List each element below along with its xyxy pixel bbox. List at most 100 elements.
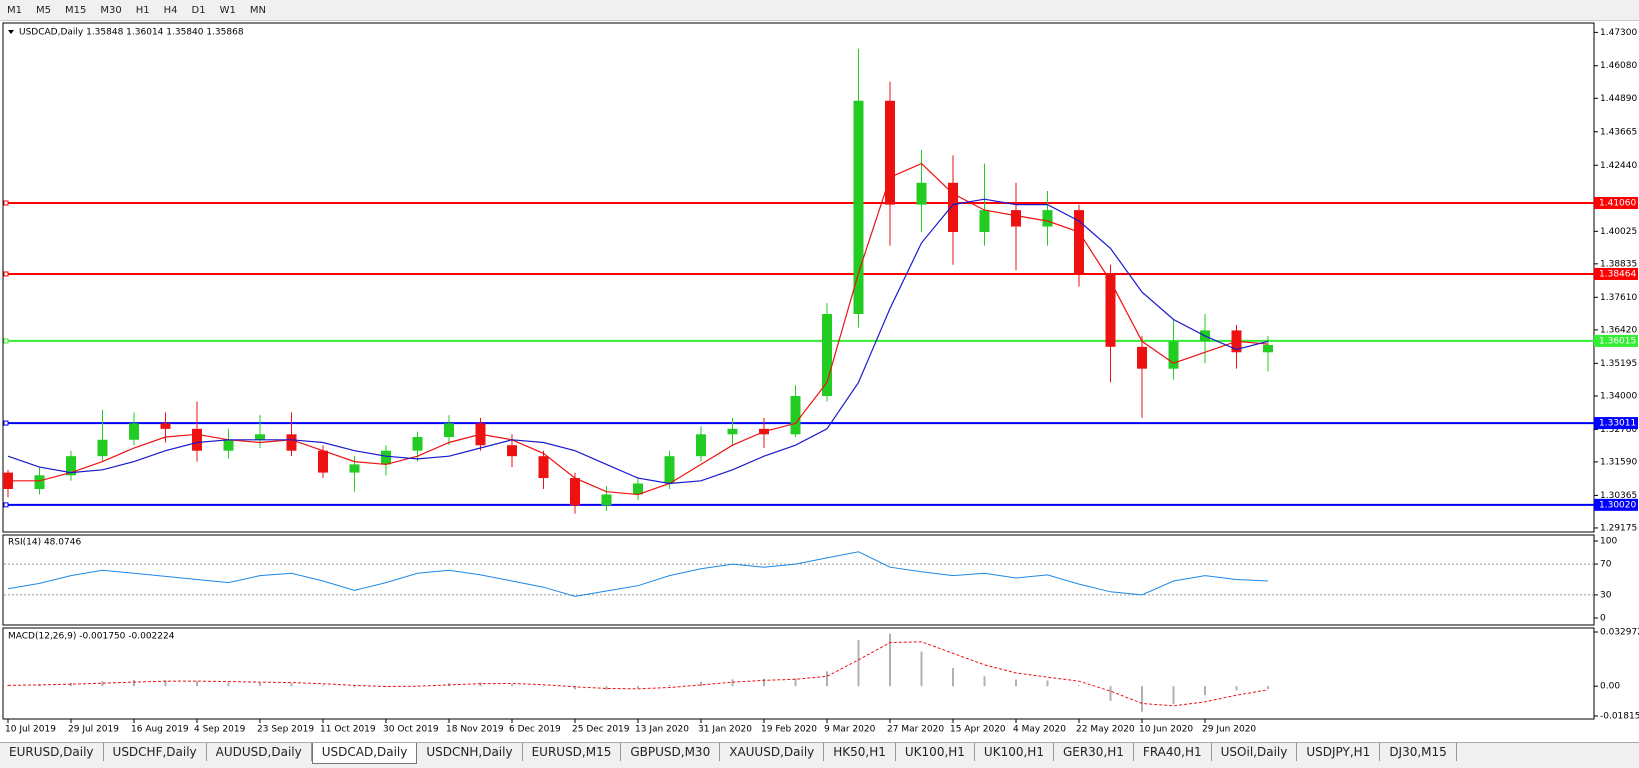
- candle-body: [1137, 346, 1147, 369]
- x-tick-label: 10 Jul 2019: [5, 725, 56, 735]
- x-tick-label: 19 Feb 2020: [761, 725, 817, 735]
- timeframe-button[interactable]: H4: [163, 4, 178, 16]
- y-tick-label: 30: [1600, 590, 1612, 600]
- chart-tab[interactable]: USDJPY,H1: [1297, 743, 1381, 761]
- macd-bar: [857, 640, 860, 687]
- candle-body: [696, 434, 706, 457]
- macd-bar: [1141, 686, 1143, 712]
- timeframe-button[interactable]: M30: [100, 4, 122, 16]
- chart-tab[interactable]: UK100,H1: [975, 743, 1054, 761]
- x-tick-label: 25 Dec 2019: [572, 725, 630, 735]
- x-tick-label: 4 May 2020: [1013, 725, 1066, 735]
- macd-bar: [920, 651, 923, 687]
- x-tick-label: 23 Sep 2019: [257, 725, 314, 735]
- chart-tab[interactable]: EURUSD,M15: [523, 743, 622, 761]
- chart-tab[interactable]: EURUSD,Daily: [0, 743, 104, 761]
- y-tick-label: 1.37610: [1600, 293, 1637, 303]
- macd-bar: [952, 668, 954, 687]
- macd-bar: [353, 686, 356, 688]
- chart-tab[interactable]: AUDUSD,Daily: [207, 743, 312, 761]
- candle-body: [1168, 341, 1179, 369]
- chart-tab[interactable]: DJ30,M15: [1380, 743, 1457, 761]
- candle-body: [916, 182, 927, 205]
- level-handle: [3, 502, 9, 508]
- y-tick-label: 1.42440: [1600, 161, 1637, 171]
- y-tick-label: 1.31590: [1600, 457, 1637, 467]
- x-tick-label: 4 Sep 2019: [194, 725, 246, 735]
- candle-body: [97, 439, 108, 457]
- level-handle: [3, 420, 9, 426]
- chart-tab[interactable]: HK50,H1: [824, 743, 896, 761]
- chart-tab[interactable]: USDCHF,Daily: [104, 743, 207, 761]
- level-handle: [3, 200, 9, 206]
- level-label-box: [1594, 334, 1638, 347]
- y-tick-label: 0.00: [1600, 682, 1620, 692]
- y-tick-label: 0.032972: [1600, 628, 1639, 638]
- candle-body: [444, 423, 454, 438]
- chart-tab[interactable]: XAUUSD,Daily: [720, 743, 825, 761]
- y-tick-label: -0.018154: [1600, 712, 1639, 722]
- x-tick-label: 29 Jun 2020: [1202, 725, 1256, 735]
- level-label-box: [1594, 498, 1638, 511]
- macd-bar: [164, 680, 167, 687]
- y-tick-label: 1.46080: [1600, 61, 1637, 71]
- timeframe-button[interactable]: M15: [65, 4, 87, 16]
- candle-body: [129, 423, 139, 440]
- timeframe-button[interactable]: W1: [219, 4, 236, 16]
- candle-body: [412, 437, 423, 451]
- candle-body: [1105, 272, 1116, 347]
- x-tick-label: 27 Mar 2020: [887, 725, 944, 735]
- rsi-title: RSI(14) 48.0746: [8, 538, 81, 548]
- level-label: 1.33011: [1599, 419, 1636, 429]
- chart-tab[interactable]: USDCNH,Daily: [417, 743, 523, 761]
- candle-body: [570, 478, 580, 506]
- macd-bar: [1015, 679, 1017, 687]
- chart-tab[interactable]: FRA40,H1: [1134, 743, 1212, 761]
- candle-body: [1042, 210, 1053, 227]
- candle-body: [822, 314, 832, 397]
- x-tick-label: 31 Jan 2020: [698, 725, 752, 735]
- candle-body: [66, 456, 76, 476]
- level-label: 1.30020: [1599, 500, 1636, 510]
- level-label-box: [1594, 196, 1638, 209]
- y-tick-label: 0: [1600, 614, 1606, 624]
- level-label: 1.38464: [1599, 269, 1636, 279]
- candle-body: [192, 428, 202, 451]
- candle-body: [1011, 210, 1021, 227]
- candle-body: [223, 439, 234, 451]
- candle-body: [34, 475, 45, 489]
- candle-body: [979, 210, 990, 232]
- x-tick-label: 9 Mar 2020: [824, 725, 876, 735]
- y-tick-label: 70: [1600, 560, 1612, 570]
- y-tick-label: 1.40025: [1600, 227, 1637, 237]
- candle-body: [507, 445, 517, 457]
- macd-bar: [1235, 686, 1238, 691]
- candle-body: [538, 456, 549, 479]
- y-tick-label: 1.34000: [1600, 392, 1637, 402]
- chart-tab[interactable]: GER30,H1: [1054, 743, 1134, 761]
- timeframe-button[interactable]: M5: [36, 4, 51, 16]
- timeframe-button[interactable]: M1: [7, 4, 22, 16]
- y-tick-label: 1.36420: [1600, 325, 1637, 335]
- macd-bar: [794, 678, 797, 687]
- chart-tab[interactable]: USDCAD,Daily: [311, 743, 418, 764]
- chart-tab[interactable]: USOil,Daily: [1212, 743, 1298, 761]
- y-tick-label: 1.43665: [1600, 127, 1637, 137]
- moving-average: [8, 162, 1269, 496]
- macd-bar: [1172, 686, 1175, 705]
- level-handle: [3, 271, 9, 277]
- candle-body: [318, 450, 328, 473]
- candle-body: [790, 396, 801, 435]
- y-tick-label: 1.32780: [1600, 425, 1637, 435]
- macd-bar: [637, 686, 639, 689]
- timeframe-button[interactable]: MN: [249, 4, 266, 16]
- chart-tab[interactable]: GBPUSD,M30: [621, 743, 721, 761]
- macd-bar: [70, 682, 72, 687]
- x-tick-label: 18 Nov 2019: [446, 725, 504, 735]
- macd-bar: [574, 686, 576, 690]
- timeframe-button[interactable]: H1: [135, 4, 150, 16]
- timeframe-button[interactable]: D1: [191, 4, 206, 16]
- chart-tab[interactable]: UK100,H1: [896, 743, 975, 761]
- macd-bar: [763, 678, 765, 687]
